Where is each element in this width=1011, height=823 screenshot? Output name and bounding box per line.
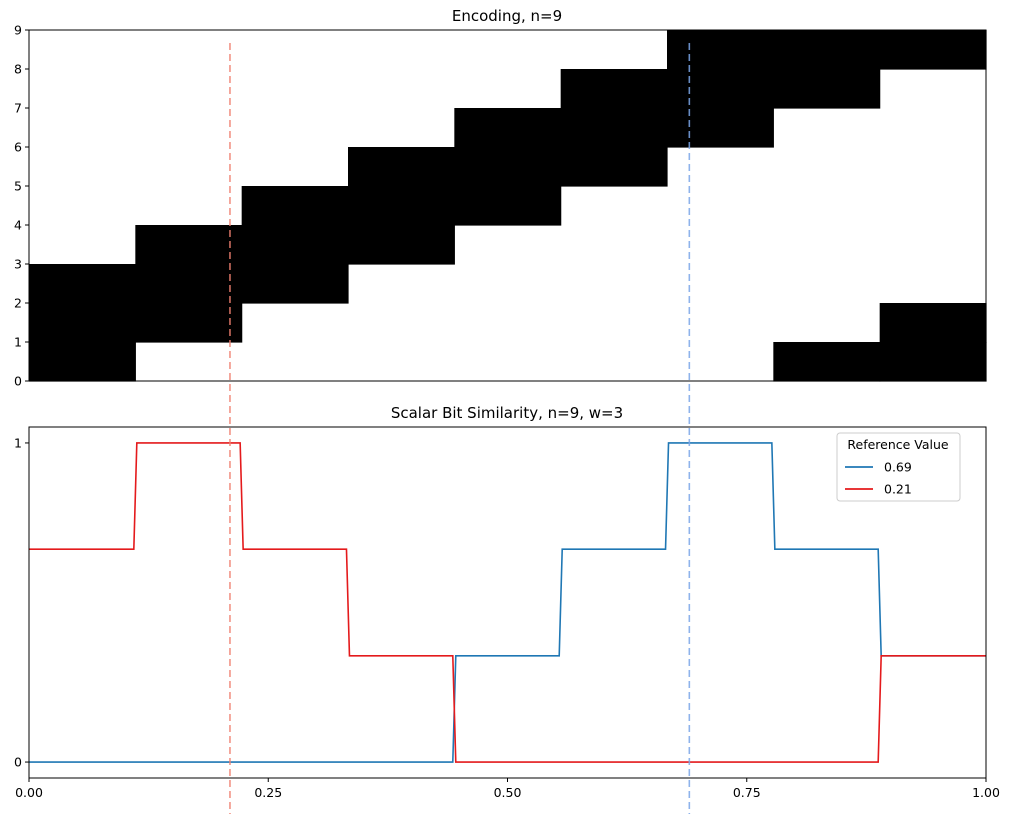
encoding-y-tick-label: 7 bbox=[14, 101, 22, 116]
encoding-cell bbox=[773, 69, 881, 109]
encoding-cell bbox=[135, 264, 243, 304]
similarity-x-tick-label: 0.75 bbox=[733, 785, 761, 800]
encoding-cell bbox=[667, 69, 774, 109]
similarity-panel: Scalar Bit Similarity, n=9, w=3 01 0.00 0… bbox=[14, 404, 1000, 800]
encoding-cell bbox=[135, 303, 243, 343]
encoding-chart-title: Encoding, n=9 bbox=[452, 7, 562, 25]
similarity-chart-title: Scalar Bit Similarity, n=9, w=3 bbox=[391, 404, 623, 422]
encoding-cell bbox=[773, 342, 881, 382]
similarity-x-tick-label: 0.25 bbox=[254, 785, 282, 800]
encoding-cell bbox=[241, 186, 349, 226]
similarity-plot-background bbox=[29, 427, 986, 778]
encoding-cell bbox=[560, 147, 668, 187]
encoding-cell bbox=[135, 225, 243, 265]
encoding-y-tick-label: 5 bbox=[14, 179, 22, 194]
encoding-cell bbox=[454, 108, 562, 148]
encoding-cell bbox=[667, 108, 774, 148]
similarity-x-tick-label: 1.00 bbox=[972, 785, 1000, 800]
encoding-cell bbox=[29, 303, 136, 343]
encoding-cell bbox=[241, 264, 349, 304]
reference-lines bbox=[229, 43, 691, 814]
similarity-x-axis: 0.00 0.25 0.50 0.75 1.00 bbox=[15, 778, 1000, 800]
encoding-cell bbox=[454, 186, 562, 226]
encoding-cell bbox=[560, 108, 668, 148]
similarity-y-tick-label: 0 bbox=[14, 755, 22, 770]
legend-entries: 0.69 0.21 bbox=[845, 460, 912, 497]
encoding-cell bbox=[29, 342, 136, 382]
encoding-cell bbox=[773, 30, 881, 70]
encoding-cell bbox=[667, 30, 774, 70]
encoding-y-tick-label: 0 bbox=[14, 374, 22, 389]
series-line-0.21 bbox=[29, 442, 986, 763]
encoding-y-tick-label: 1 bbox=[14, 335, 22, 350]
encoding-cell bbox=[348, 147, 455, 187]
encoding-cells bbox=[29, 30, 987, 382]
encoding-y-tick-label: 2 bbox=[14, 296, 22, 311]
legend-title: Reference Value bbox=[847, 437, 949, 452]
similarity-x-tick-label: 0.50 bbox=[494, 785, 522, 800]
encoding-panel: Encoding, n=9 0 1 2 3 4 5 6 7 8 9 bbox=[14, 7, 987, 389]
legend: Reference Value 0.69 0.21 bbox=[836, 432, 961, 502]
similarity-series bbox=[29, 442, 986, 763]
encoding-y-axis: 0 1 2 3 4 5 6 7 8 9 bbox=[14, 23, 29, 389]
legend-box bbox=[836, 432, 961, 502]
encoding-cell bbox=[879, 342, 987, 382]
encoding-cell bbox=[29, 264, 136, 304]
encoding-cell bbox=[348, 225, 455, 265]
encoding-cell bbox=[348, 186, 455, 226]
legend-label-0.21: 0.21 bbox=[884, 482, 912, 497]
encoding-y-tick-label: 6 bbox=[14, 140, 22, 155]
similarity-y-tick-label: 1 bbox=[14, 435, 22, 450]
encoding-cell bbox=[241, 225, 349, 265]
series-line-0.69 bbox=[29, 442, 986, 763]
encoding-cell bbox=[560, 69, 668, 109]
encoding-plot-frame bbox=[28, 29, 987, 382]
encoding-cell bbox=[454, 147, 562, 187]
encoding-cell bbox=[879, 303, 987, 343]
similarity-x-tick-label: 0.00 bbox=[15, 785, 43, 800]
encoding-cell bbox=[879, 30, 987, 70]
encoding-y-tick-label: 3 bbox=[14, 257, 22, 272]
encoding-y-tick-label: 8 bbox=[14, 62, 22, 77]
encoding-y-tick-label: 4 bbox=[14, 218, 22, 233]
encoding-y-tick-label: 9 bbox=[14, 23, 22, 38]
similarity-y-axis: 01 bbox=[14, 435, 29, 770]
legend-label-0.69: 0.69 bbox=[884, 460, 912, 475]
